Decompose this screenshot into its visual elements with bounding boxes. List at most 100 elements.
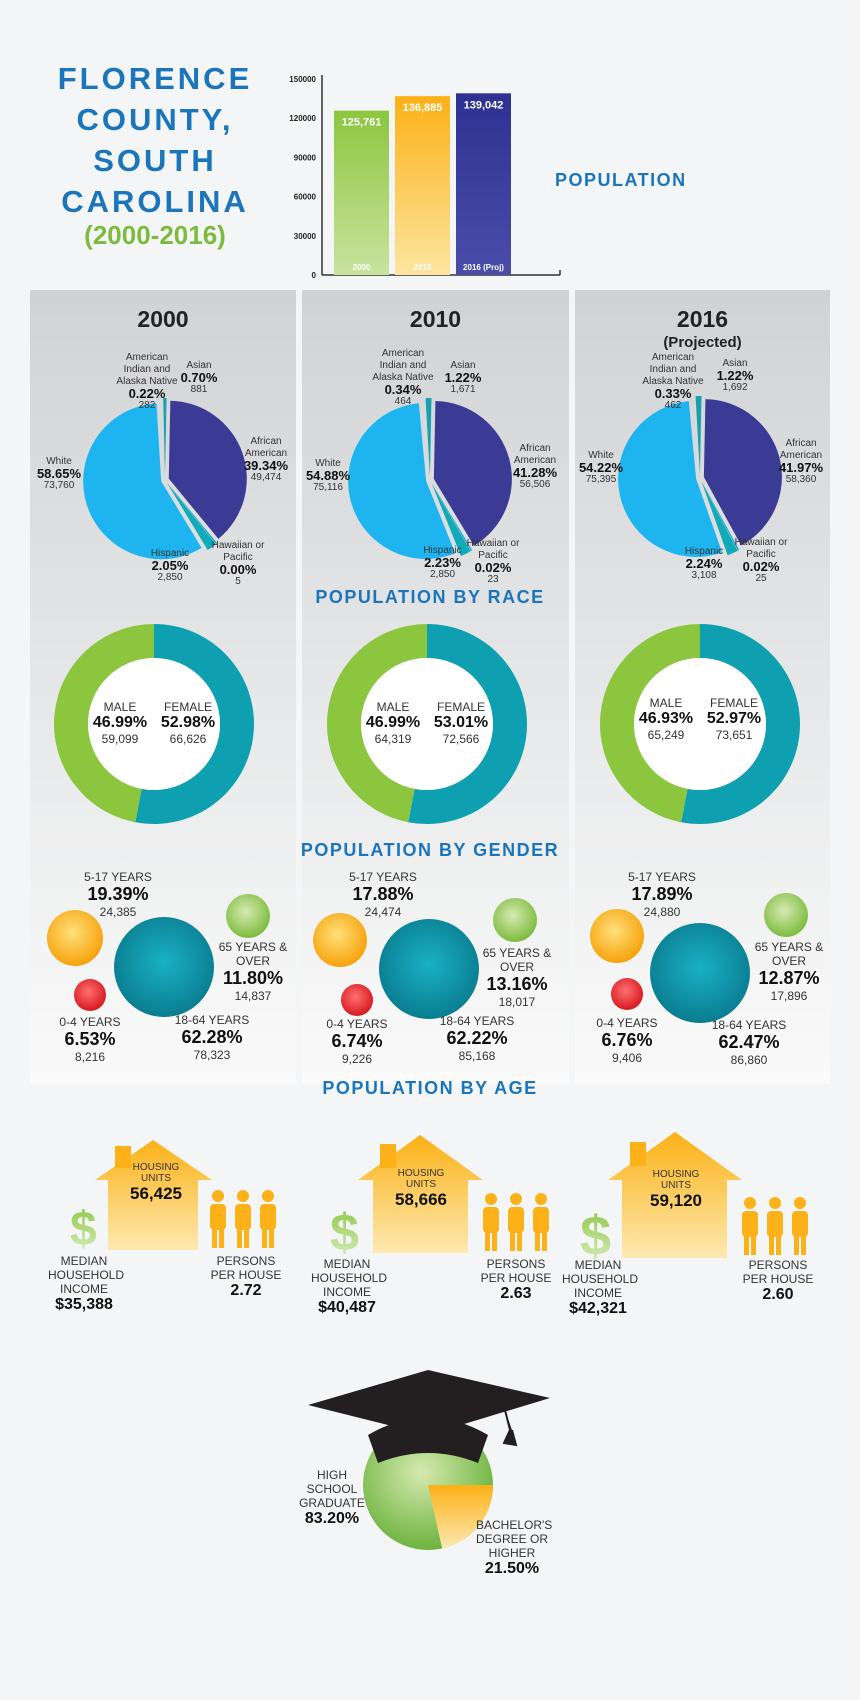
race-label-hawaiian: Hawaiian or Pacific 0.02% 25: [734, 537, 788, 584]
age-label-5-17: 5-17 YEARS 17.89% 24,880: [628, 870, 696, 919]
age-label-18-64: 18-64 YEARS 62.22% 85,168: [439, 1014, 515, 1063]
panel-year: 2010: [409, 306, 462, 332]
persons-icon: [210, 1190, 276, 1248]
bar-category-label: 2010: [414, 263, 432, 272]
donut-male: [327, 624, 427, 823]
median-income: MEDIAN HOUSEHOLD INCOME $42,321: [562, 1258, 639, 1317]
bachelors-stat: BACHELOR'S DEGREE OR HIGHER 21.50%: [476, 1518, 553, 1577]
bar-2000: [334, 110, 389, 275]
age-bubble-5-17: [313, 913, 367, 967]
age-label-65-over: 65 YEARS & OVER 13.16% 18,017: [482, 946, 552, 1009]
pie-slice-hispanic: [167, 483, 216, 551]
pie-slice-american-indian-and-alaska-native: [160, 398, 165, 477]
race-label-white: White 58.65% 73,760: [36, 456, 82, 491]
dollar-icon: $: [330, 1204, 359, 1262]
page-title: FLORENCE COUNTY, SOUTH CAROLINA: [57, 61, 253, 219]
gender-donut-2016: [600, 624, 800, 824]
panel-year-sub: (Projected): [663, 334, 742, 351]
dollar-icon: $: [580, 1204, 611, 1267]
housing-graphics: $ $ $: [70, 1132, 808, 1267]
pie-slice-american-indian-and-alaska-native: [422, 398, 430, 477]
pie-slice-hispanic: [431, 483, 471, 556]
race-section-label: POPULATION BY RACE: [315, 587, 545, 607]
male-stat: MALE 46.93% 65,249: [638, 696, 694, 742]
race-label-white: White 54.22% 75,395: [578, 450, 624, 485]
bar-2016 (Proj): [456, 93, 511, 275]
donut-female: [681, 624, 800, 824]
age-label-0-4: 0-4 YEARS 6.53% 8,216: [59, 1015, 121, 1064]
pie-slice-american-indian-and-alaska-native: [692, 396, 700, 475]
pie-slice-white: [348, 403, 456, 559]
persons-icon: [483, 1193, 549, 1251]
race-label-hawaiian: Hawaiian or Pacific 0.00% 5: [211, 540, 265, 587]
persons-per-house: PERSONS PER HOUSE 2.63: [480, 1257, 552, 1302]
age-bubble-65-over: [764, 893, 808, 937]
bar-category-label: 2000: [353, 263, 371, 272]
age-bubble-18-64: [379, 919, 479, 1019]
housing-units: HOUSING UNITS 59,120: [650, 1169, 702, 1210]
pie-slice-asian: [425, 398, 432, 477]
dollar-icon: $: [70, 1203, 97, 1256]
race-label-african-american: African American 41.97% 58,360: [778, 438, 824, 485]
race-label-amind: American Indian and Alaska Native 0.33% 46…: [642, 352, 704, 411]
house-icon: [358, 1135, 483, 1253]
population-label: POPULATION: [555, 170, 687, 190]
race-label-hispanic: Hispanic 2.05% 2,850: [150, 548, 190, 583]
age-label-0-4: 0-4 YEARS 6.74% 9,226: [326, 1017, 388, 1066]
y-tick-label: 90000: [294, 153, 317, 162]
age-label-18-64: 18-64 YEARS 62.47% 86,860: [711, 1018, 787, 1067]
donut-female: [135, 624, 254, 824]
race-pie-2016: [618, 396, 782, 557]
female-stat: FEMALE 52.98% 66,626: [160, 700, 216, 746]
race-label-asian: Asian 1.22% 1,692: [716, 358, 754, 393]
race-label-asian: Asian 0.70% 881: [180, 360, 218, 395]
gender-section-label: POPULATION BY GENDER: [300, 840, 560, 860]
donut-male: [600, 624, 700, 823]
race-label-hispanic: Hispanic 2.23% 2,850: [423, 545, 462, 580]
donut-hole: [361, 658, 493, 790]
housing-units: HOUSING UNITS 56,425: [130, 1162, 182, 1203]
age-bubble-0-4: [611, 978, 643, 1010]
race-label-amind: American Indian and Alaska Native 0.22% 28…: [116, 352, 178, 411]
race-label-hawaiian: Hawaiian or Pacific 0.02% 23: [466, 538, 520, 585]
pie-slice-african-american: [433, 400, 512, 546]
persons-per-house: PERSONS PER HOUSE 2.72: [210, 1254, 282, 1299]
house-icon: [95, 1140, 212, 1250]
panel-year: 2000: [137, 306, 189, 332]
house-icon: [608, 1132, 742, 1258]
race-label-amind: American Indian and Alaska Native 0.34% 46…: [372, 348, 434, 407]
donut-hole: [634, 658, 766, 790]
education-graphic: [308, 1370, 550, 1550]
age-bubble-18-64: [114, 917, 214, 1017]
pie-slice-african-american: [168, 400, 247, 539]
race-label-african-american: African American 39.34% 49,474: [243, 436, 289, 483]
age-bubbles: [47, 893, 808, 1023]
donut-male: [53, 624, 155, 823]
pie-slice-african-american: [703, 399, 782, 546]
bar-value-label: 139,042: [464, 99, 504, 111]
pie-slice-hispanic: [701, 481, 738, 556]
median-income: MEDIAN HOUSEHOLD INCOME $40,487: [311, 1257, 388, 1316]
persons-per-house: PERSONS PER HOUSE 2.60: [742, 1258, 814, 1303]
persons-icon: [742, 1197, 808, 1255]
bar-value-label: 136,885: [403, 102, 443, 114]
pie-slice-asian: [163, 398, 167, 476]
pie-slice-white: [618, 401, 723, 557]
race-label-hispanic: Hispanic 2.24% 3,108: [684, 546, 724, 581]
pie-slice-hawaiian-or-pacific: [167, 483, 218, 545]
pie-slice-hawaiian-or-pacific: [701, 481, 740, 551]
male-stat: MALE 46.99% 59,099: [92, 700, 148, 746]
pie-slice-asian: [695, 396, 702, 475]
bar-2010: [395, 96, 450, 275]
y-tick-label: 0: [312, 271, 317, 280]
race-pie-2010: [348, 398, 512, 559]
graduation-cap-icon: [308, 1370, 550, 1463]
age-label-0-4: 0-4 YEARS 6.76% 9,406: [596, 1016, 658, 1065]
race-label-african-american: African American 41.28% 56,506: [512, 443, 558, 490]
female-stat: FEMALE 53.01% 72,566: [433, 700, 489, 746]
donut-hole: [88, 658, 220, 790]
panel-year: 2016: [676, 306, 729, 332]
donut-female: [408, 624, 527, 824]
housing-units: HOUSING UNITS 58,666: [395, 1168, 447, 1209]
age-bubble-5-17: [590, 909, 644, 963]
